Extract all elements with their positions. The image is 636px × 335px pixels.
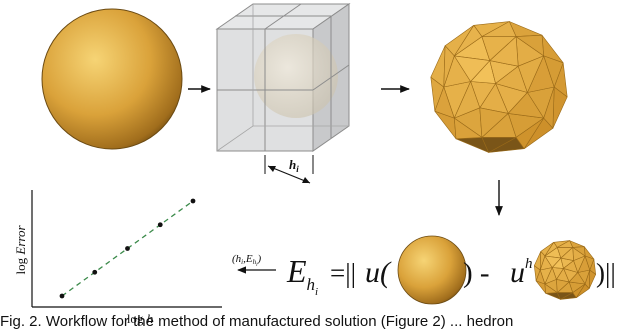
polyhedron-facet [479,107,509,138]
stage-mesh-cube: hi [215,3,351,184]
plot-point [59,293,65,299]
formula-polyhedron-facet [556,240,574,248]
formula-polyhedron-facet [584,269,591,289]
convergence-plot: log Error log h [13,190,222,326]
formula-polyhedron-facet [572,246,586,257]
formula-polyhedron-facet [560,247,574,261]
plot-point [125,246,130,251]
cube-hidden-line [216,125,254,152]
formula-u: u( [365,256,392,289]
formula-polyhedron-facet [539,251,546,271]
formula-polyhedron-facet [544,283,558,294]
polyhedron-facet [507,92,545,119]
formula-sphere [397,235,467,305]
polyhedron-facet [489,36,519,67]
polyhedron-facet [543,86,555,129]
error-formula: Ehi =|| u( ) - uh ( )|| [286,235,616,305]
stage-polyhedron [430,21,568,153]
formula-close-norm: )|| [596,258,616,288]
plot-ylabel: log Error [13,225,28,275]
formula-polyhedron-facet [544,242,558,257]
cube-grid-line [264,3,302,30]
polyhedron-facet [543,55,564,88]
formula-polyhedron-facet [544,267,557,285]
polyhedron-facet [481,137,517,153]
cube-grid-line [312,64,350,91]
polyhedron-facet [453,55,491,82]
plot-xlabel: log h [127,311,153,326]
polyhedron-facet [453,81,481,119]
plot-point [92,269,98,275]
polyhedron-facet [434,86,455,119]
polyhedron-facet [443,45,455,88]
ghost-sphere [254,34,338,118]
formula-polyhedron-facet [568,272,586,285]
plot-point [157,222,163,228]
pair-text: (hi,Ehi) [232,253,262,268]
formula-polyhedron-facet [573,255,586,273]
plot-point [190,198,196,204]
formula-polyhedron [533,240,597,300]
polyhedron-facet [515,117,545,149]
formula-uh: uh [510,256,533,289]
error-symbol: Ehi [286,253,318,298]
plot-points [59,198,196,299]
dim-arrowhead-left [268,166,276,172]
polyhedron-facet [517,55,545,93]
formula-polyhedron-facet [535,269,546,285]
polyhedron-facet [481,21,517,37]
polyhedron-facet [453,24,483,57]
dim-line [267,165,311,184]
polyhedron-facet [515,34,545,57]
cell-size-label: hi [289,157,299,174]
sphere-shape [41,8,183,150]
formula-equals-norm: =|| [330,258,356,288]
formula-polyhedron-facet [556,292,574,300]
formula-polyhedron-facet [572,283,586,299]
polyhedron-facet [453,117,483,140]
formula-polyhedron-facet [556,279,570,293]
formula-polyhedron-facet [584,255,595,271]
figure-caption: Fig. 2. Workflow for the method of manuf… [0,313,514,330]
stage-sphere [41,8,183,150]
error-pair-label: (hi,Ehi) [232,253,276,274]
dim-arrowhead-right [302,177,310,183]
formula-polyhedron-facet [544,255,562,268]
formula-close-minus: ) - [463,257,490,289]
